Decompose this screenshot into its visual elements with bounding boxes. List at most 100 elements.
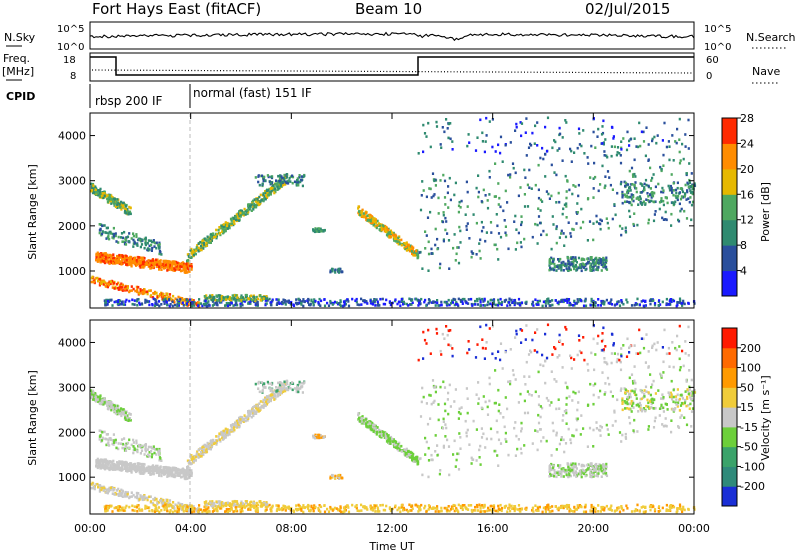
data-cell — [158, 451, 161, 455]
data-cell — [169, 466, 172, 470]
data-cell — [674, 140, 677, 143]
data-cell — [143, 468, 147, 471]
data-cell — [195, 454, 198, 457]
data-cell — [520, 122, 524, 125]
data-cell — [642, 140, 646, 143]
data-cell — [373, 217, 376, 220]
data-cell — [624, 184, 627, 188]
data-cell — [481, 140, 484, 143]
data-cell — [143, 260, 146, 263]
data-cell — [145, 299, 148, 303]
data-cell — [411, 245, 414, 248]
data-cell — [180, 469, 184, 472]
data-cell — [410, 250, 413, 253]
data-cell — [537, 196, 541, 200]
data-cell — [445, 118, 448, 121]
data-cell — [583, 152, 586, 155]
data-cell — [388, 230, 391, 234]
cpid-mode-2: normal (fast) 151 IF — [193, 86, 312, 100]
data-cell — [525, 300, 528, 304]
data-cell — [262, 177, 265, 181]
data-cell — [233, 425, 236, 428]
data-cell — [534, 222, 537, 226]
data-cell — [197, 448, 200, 452]
data-cell — [187, 302, 190, 305]
data-cell — [166, 261, 169, 265]
data-cell — [101, 486, 104, 490]
data-cell — [568, 267, 571, 270]
data-cell — [193, 454, 196, 458]
data-cell — [98, 223, 101, 226]
data-cell — [597, 189, 600, 193]
data-cell — [156, 469, 159, 473]
data-cell — [205, 450, 208, 454]
data-cell — [309, 303, 312, 307]
data-cell — [158, 501, 161, 504]
data-cell — [445, 220, 448, 223]
data-cell — [392, 231, 395, 235]
data-cell — [319, 227, 322, 231]
data-cell — [603, 186, 606, 190]
data-cell — [166, 303, 169, 307]
data-cell — [369, 301, 372, 305]
data-cell — [442, 173, 445, 177]
data-cell — [592, 196, 595, 199]
data-cell — [569, 303, 573, 307]
data-cell — [99, 280, 102, 283]
data-cell — [565, 205, 568, 208]
data-cell — [222, 437, 225, 440]
data-cell — [434, 243, 437, 247]
data-cell — [662, 218, 665, 221]
data-cell — [176, 467, 179, 471]
data-cell — [523, 193, 526, 196]
data-cell — [124, 493, 127, 497]
data-cell — [123, 466, 126, 470]
data-cell — [665, 297, 668, 301]
data-cell — [693, 182, 696, 185]
data-cell — [516, 241, 519, 245]
data-cell — [687, 183, 690, 186]
data-cell — [284, 389, 287, 393]
data-cell — [133, 464, 136, 468]
data-cell — [153, 245, 156, 248]
data-cell — [126, 285, 129, 288]
data-cell — [171, 466, 174, 470]
data-cell — [212, 442, 215, 445]
data-cell — [534, 183, 537, 187]
data-cell — [266, 174, 269, 177]
data-cell — [459, 298, 462, 302]
data-cell — [149, 267, 152, 270]
data-cell — [611, 217, 614, 221]
data-cell — [415, 251, 418, 254]
data-cell — [207, 300, 210, 303]
data-cell — [122, 446, 125, 450]
data-cell — [228, 222, 231, 226]
data-cell — [134, 262, 137, 265]
data-cell — [183, 477, 186, 480]
data-cell — [670, 173, 673, 176]
data-cell — [274, 187, 277, 191]
data-cell — [501, 160, 504, 163]
data-cell — [672, 299, 676, 303]
data-cell — [250, 415, 253, 419]
data-cell — [107, 196, 110, 200]
data-cell — [578, 132, 581, 135]
data-cell — [250, 209, 253, 212]
data-cell — [366, 302, 369, 305]
date-title: 02/Jul/2015 — [585, 0, 670, 18]
data-cell — [226, 295, 229, 299]
data-cell — [225, 298, 228, 301]
data-cell — [143, 257, 146, 260]
data-cell — [218, 297, 221, 301]
data-cell — [403, 302, 406, 305]
data-cell — [123, 207, 126, 210]
data-cell — [117, 202, 120, 205]
data-cell — [497, 301, 500, 304]
data-cell — [109, 466, 112, 470]
data-cell — [678, 191, 681, 194]
data-cell — [557, 300, 560, 304]
data-cell — [465, 225, 468, 228]
data-cell — [375, 226, 378, 230]
data-cell — [217, 435, 220, 438]
data-cell — [357, 205, 360, 208]
